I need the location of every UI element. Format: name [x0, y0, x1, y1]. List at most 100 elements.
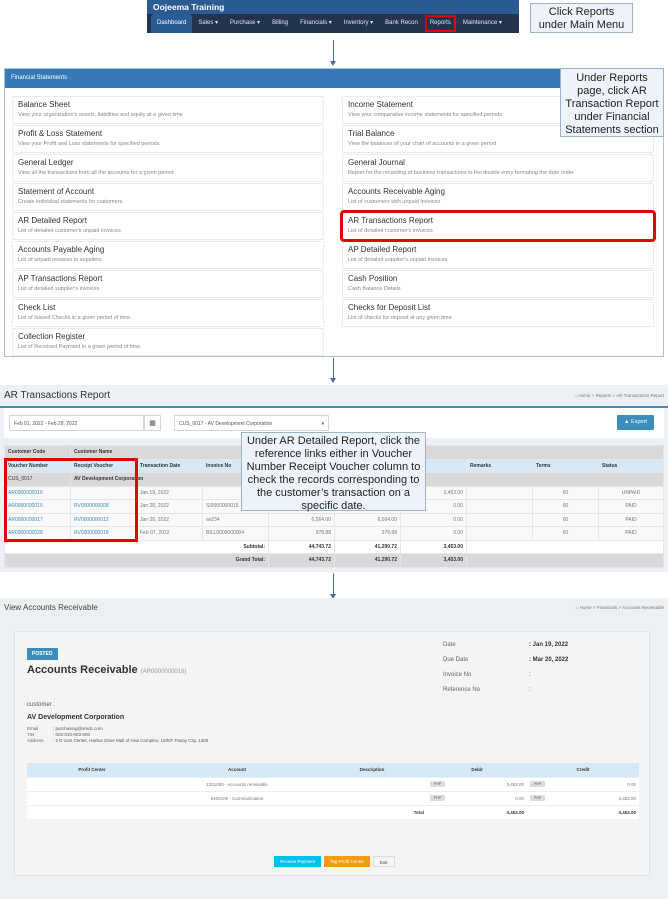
journal-entries-table: Profit Center Account Description Debit …: [27, 763, 639, 819]
flow-arrow-head: [330, 61, 336, 66]
report-title: Statement of Account: [18, 187, 95, 196]
group-code: CUS_0017: [4, 472, 71, 487]
menu-financials[interactable]: Financials ▾: [300, 20, 332, 26]
col-voucher-number: Voucher Number: [4, 458, 71, 473]
breadcrumb-home[interactable]: Home: [579, 604, 592, 610]
flow-arrow-head: [330, 378, 336, 383]
date-range-input[interactable]: Feb 01, 2022 - Feb 28, 2022: [9, 415, 144, 431]
total-row: Total 3,453.00 3,453.00: [27, 804, 639, 819]
cell-profit-center: [27, 776, 157, 791]
report-balance-sheet[interactable]: Balance Sheet View your organization's as…: [12, 96, 324, 124]
table-row: 1201000 - Accounts receivable PHP 3,453.…: [27, 776, 639, 791]
receipt-link[interactable]: RV0000000012: [70, 512, 137, 527]
menu-inventory[interactable]: Inventory ▾: [343, 20, 374, 26]
customer-select[interactable]: CUS_0017 - AV Development Corporation ▾: [174, 415, 329, 431]
customer-email: Email: purchasing@smdc.com: [27, 726, 208, 732]
customer-tin: TIN: 002-010-003-000: [27, 732, 208, 738]
main-menu: Dashboard Sales ▾ Purchase ▾ Billing Fin…: [147, 14, 519, 33]
report-title: General Journal: [348, 158, 405, 167]
col-credit: Credit: [527, 763, 639, 777]
cell-terms: 60: [532, 485, 599, 500]
menu-dashboard[interactable]: Dashboard: [151, 14, 193, 33]
report-desc: Cash Balance Details: [348, 286, 401, 292]
cell-amount-3: 0.00: [400, 512, 467, 527]
main-navbar: Oojeema Training Dashboard Sales ▾ Purch…: [147, 0, 519, 33]
tag-profit-center-button[interactable]: Tag Profit Center: [324, 856, 371, 867]
cell-amount-1: 6,564.00: [268, 512, 335, 527]
report-ar-aging[interactable]: Accounts Receivable Aging List of custome…: [342, 183, 654, 211]
meta-label: Reference No: [443, 687, 481, 693]
cell-invoice: wr234: [202, 512, 269, 527]
col-transaction-date: Transaction Date: [136, 458, 203, 473]
cell-amount-3: 0.00: [400, 526, 467, 541]
menu-maintenance[interactable]: Maintenance ▾: [462, 20, 502, 26]
report-desc: List of detailed customer's unpaid invoi…: [18, 228, 121, 234]
report-general-ledger[interactable]: General Ledger View all the transactions …: [12, 154, 324, 182]
voucher-link[interactable]: AR0000000016: [4, 485, 71, 500]
subtotal-amount-3: 3,453.00: [400, 539, 467, 554]
document-title: Accounts Receivable (AR0000000016): [27, 664, 186, 676]
report-title: Accounts Receivable Aging: [348, 187, 445, 196]
table-row: 6400100 - Communication PHP 0.00 PHP 3,4…: [27, 790, 639, 805]
meta-value: : Mar 20, 2022: [529, 657, 569, 663]
cell-status: PAID: [598, 512, 664, 527]
cell-terms: 60: [532, 499, 599, 514]
document-type: Accounts Receivable: [27, 664, 138, 676]
subtotal-amount-1: 44,743.72: [268, 539, 335, 554]
meta-label: Invoice No: [443, 672, 472, 678]
menu-bank-recon[interactable]: Bank Recon: [385, 20, 418, 26]
report-ar-detailed[interactable]: AR Detailed Report List of detailed custo…: [12, 212, 324, 240]
receipt-link[interactable]: RV0000000018: [70, 526, 137, 541]
report-ap-detailed[interactable]: AP Detailed Report List of detailed suppl…: [342, 241, 654, 269]
report-statement-of-account[interactable]: Statement of Account Create individual st…: [12, 183, 324, 211]
menu-sales[interactable]: Sales ▾: [198, 20, 219, 26]
report-checks-for-deposit[interactable]: Checks for Deposit List List of checks fo…: [342, 299, 654, 327]
breadcrumb-home[interactable]: Home: [578, 393, 591, 398]
export-button[interactable]: ▲ Export: [617, 415, 654, 430]
report-desc: List of detailed supplier's unpaid invoi…: [348, 257, 448, 263]
report-trial-balance[interactable]: Trial Balance View the balances of your c…: [342, 125, 654, 153]
grand-total-label: Grand Total:: [4, 553, 269, 568]
breadcrumb-reports[interactable]: Reports: [595, 393, 612, 398]
flow-arrow-head: [330, 594, 336, 599]
menu-purchase[interactable]: Purchase ▾: [230, 20, 261, 26]
report-general-journal[interactable]: General Journal Report for the recording …: [342, 154, 654, 182]
total-debit: 3,453.00: [457, 804, 527, 819]
callout-step2: Under Reports page, click AR Transaction…: [560, 68, 664, 137]
calendar-icon[interactable]: ▦: [144, 415, 161, 431]
highlight-box: [4, 458, 138, 542]
col-terms: Terms: [532, 458, 599, 473]
report-title: AR Transactions Report: [348, 216, 433, 225]
cell-invoice: BILL0000000004: [202, 526, 269, 541]
report-check-list[interactable]: Check List List of Issued Checks in a giv…: [12, 299, 324, 327]
col-description: Description: [317, 763, 427, 777]
report-cash-position[interactable]: Cash Position Cash Balance Details: [342, 270, 654, 298]
report-profit-loss[interactable]: Profit & Loss Statement View your Profit …: [12, 125, 324, 153]
receive-payment-button[interactable]: Receive Payment: [274, 856, 322, 867]
table-row: AR0000000028 RV0000000018 Feb 07, 2022 B…: [4, 526, 664, 541]
subtotal-label: Subtotal:: [4, 539, 269, 554]
report-ap-aging[interactable]: Accounts Payable Aging List of unpaid inv…: [12, 241, 324, 269]
status-badge: POSTED: [27, 648, 58, 660]
cell-date: Jan 19, 2022: [136, 485, 203, 500]
breadcrumb-financials[interactable]: Financials: [596, 604, 618, 610]
cell-account: 6400100 - Communication: [157, 790, 317, 805]
menu-reports[interactable]: Reports: [424, 14, 457, 33]
breadcrumb-current: AR Transactions Report: [616, 393, 664, 398]
document-meta: Date: Jan 19, 2022 Due Date: Mar 20, 202…: [443, 642, 568, 702]
meta-value: :: [529, 672, 531, 678]
report-ap-transactions[interactable]: AP Transactions Report List of detailed s…: [12, 270, 324, 298]
report-desc: View your Profit and Loss statements for…: [18, 141, 160, 147]
customer-name: AV Development Corporation: [27, 714, 125, 721]
exit-button[interactable]: Exit: [373, 856, 395, 867]
receipt-link[interactable]: [70, 485, 137, 500]
receipt-link[interactable]: RV0000000008: [70, 499, 137, 514]
cell-date: Jan 28, 2022: [136, 499, 203, 514]
voucher-link[interactable]: AR0000000028: [4, 526, 71, 541]
panel-header: Financial Statements: [5, 69, 663, 88]
report-ar-transactions[interactable]: AR Transactions Report List of detailed c…: [340, 210, 656, 242]
report-desc: List of Issued Checks in a given period …: [18, 315, 132, 321]
menu-billing[interactable]: Billing: [272, 20, 289, 26]
cell-amount-2: 978.88: [334, 526, 401, 541]
report-collection-register[interactable]: Collection Register List of Received Paym…: [12, 328, 324, 356]
